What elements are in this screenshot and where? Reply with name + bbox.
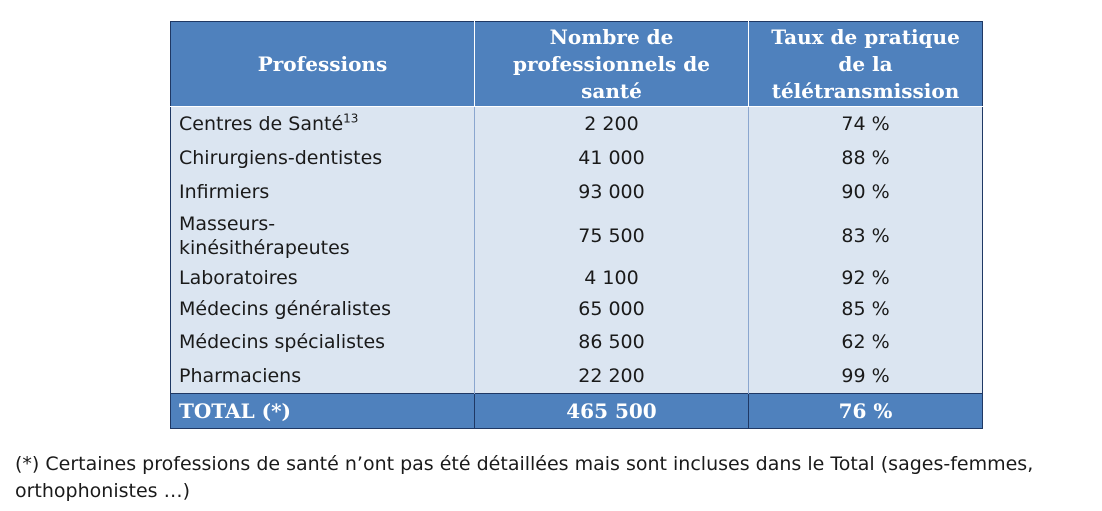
cell-count: 4 100	[474, 263, 749, 293]
cell-profession: Centres de Santé13	[170, 106, 475, 141]
cell-count: 75 500	[474, 209, 749, 263]
cell-rate: 62 %	[748, 325, 983, 359]
cell-count: 93 000	[474, 175, 749, 209]
cell-profession: Pharmaciens	[170, 359, 475, 394]
profession-label-line1: Masseurs-	[179, 213, 276, 235]
table-row: Masseurs-kinésithérapeutes 75 500 83 %	[170, 209, 983, 263]
table-row: Chirurgiens-dentistes 41 000 88 %	[170, 141, 983, 175]
total-count: 465 500	[474, 393, 749, 429]
cell-rate: 90 %	[748, 175, 983, 209]
table-row: Médecins spécialistes 86 500 62 %	[170, 325, 983, 359]
table-row: Laboratoires 4 100 92 %	[170, 263, 983, 293]
table-row: Pharmaciens 22 200 99 %	[170, 359, 983, 394]
total-rate: 76 %	[748, 393, 983, 429]
footnote-ref: 13	[343, 111, 359, 126]
cell-count: 2 200	[474, 106, 749, 141]
cell-count: 86 500	[474, 325, 749, 359]
profession-label: Centres de Santé	[179, 113, 344, 135]
header-professions: Professions	[170, 21, 475, 107]
header-number-professionals: Nombre de professionnels de santé	[474, 21, 749, 107]
cell-profession: Chirurgiens-dentistes	[170, 141, 475, 175]
cell-rate: 92 %	[748, 263, 983, 293]
table-row: Médecins généralistes 65 000 85 %	[170, 293, 983, 325]
cell-profession: Médecins spécialistes	[170, 325, 475, 359]
cell-count: 41 000	[474, 141, 749, 175]
cell-rate: 88 %	[748, 141, 983, 175]
table-row: Infirmiers 93 000 90 %	[170, 175, 983, 209]
cell-profession: Médecins généralistes	[170, 293, 475, 325]
header-teletransmission-rate: Taux de pratique de la télétransmission	[748, 21, 983, 107]
table-total-row: TOTAL (*) 465 500 76 %	[170, 393, 983, 429]
profession-label-line2: kinésithérapeutes	[179, 237, 350, 259]
cell-rate: 74 %	[748, 106, 983, 141]
cell-profession: Masseurs-kinésithérapeutes	[170, 209, 475, 263]
cell-rate: 83 %	[748, 209, 983, 263]
professions-table: Professions Nombre de professionnels de …	[170, 21, 983, 429]
footnote: (*) Certaines professions de santé n’ont…	[15, 453, 1034, 502]
table-header-row: Professions Nombre de professionnels de …	[170, 21, 983, 107]
table-row: Centres de Santé13 2 200 74 %	[170, 106, 983, 141]
cell-profession: Laboratoires	[170, 263, 475, 293]
cell-profession: Infirmiers	[170, 175, 475, 209]
cell-rate: 85 %	[748, 293, 983, 325]
total-label: TOTAL (*)	[170, 393, 475, 429]
cell-count: 65 000	[474, 293, 749, 325]
cell-rate: 99 %	[748, 359, 983, 394]
cell-count: 22 200	[474, 359, 749, 394]
